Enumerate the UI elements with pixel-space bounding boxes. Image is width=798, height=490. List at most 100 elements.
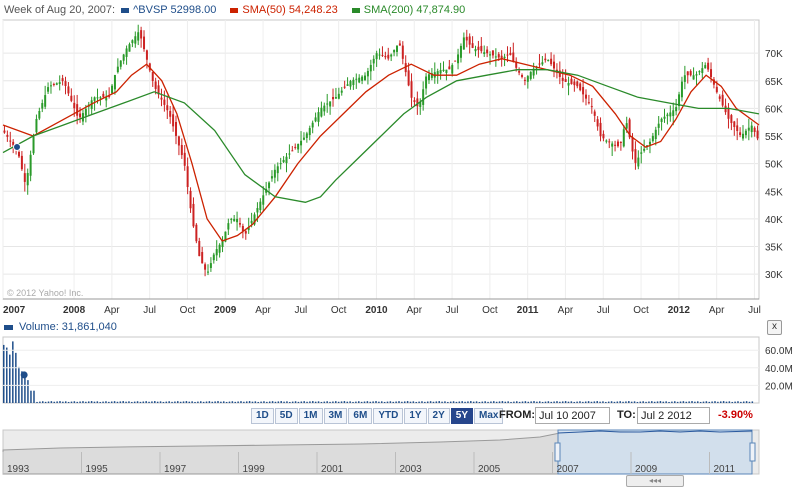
candle-body [177, 136, 180, 146]
volume-bar [317, 401, 320, 403]
candle-body [221, 240, 224, 248]
x-tick-label: Apr [406, 305, 422, 316]
candle-body [564, 79, 567, 82]
volume-bar [194, 401, 196, 403]
volume-bar [59, 401, 61, 403]
close-volume-button[interactable]: x [767, 320, 782, 335]
range-button-max[interactable]: Max [474, 408, 504, 424]
volume-bar [734, 401, 736, 403]
candle-body [111, 85, 114, 94]
candle-body [541, 62, 544, 65]
volume-bar [556, 401, 558, 403]
range-button-ytd[interactable]: YTD [373, 408, 404, 424]
candle-body [285, 156, 288, 164]
candle-body [680, 81, 683, 98]
candle-body [550, 58, 553, 65]
range-button-2y[interactable]: 2Y [427, 408, 450, 424]
volume-bar [613, 401, 616, 403]
from-date-input[interactable] [535, 407, 610, 424]
candle-body [230, 218, 233, 220]
volume-bar [653, 401, 656, 403]
candle-body [736, 125, 739, 131]
candle-body [79, 113, 82, 118]
candle-body [250, 220, 253, 224]
volume-bar [596, 401, 598, 403]
volume-bar [102, 401, 104, 403]
volume-bar [349, 401, 351, 403]
candle-body [387, 54, 390, 59]
volume-bar [159, 401, 162, 403]
range-button-1d[interactable]: 1D [251, 408, 274, 424]
candle-body [439, 70, 442, 74]
navigator-year-label: 2007 [557, 464, 580, 475]
volume-bar [36, 401, 38, 403]
candle-body [291, 150, 294, 152]
volume-bar [702, 401, 705, 403]
candle-body [526, 76, 529, 82]
navigator-scrollbar[interactable]: ◂◂◂ [626, 475, 684, 487]
range-button-5d[interactable]: 5D [274, 408, 298, 424]
candle-body [61, 78, 64, 82]
candle-body [663, 116, 666, 119]
volume-bar [168, 401, 170, 403]
candle-body [151, 72, 154, 81]
range-button-5y[interactable]: 5Y [450, 408, 474, 424]
candle-body [637, 157, 640, 167]
volume-bar [742, 401, 745, 403]
candle-body [631, 137, 634, 152]
volume-tick-label: 20.0M [765, 381, 793, 392]
legend-sma200-text: SMA(200) 47,874.90 [363, 4, 466, 16]
range-button-1m[interactable]: 1M [298, 408, 323, 424]
volume-bar [432, 401, 435, 403]
candle-body [369, 64, 372, 72]
volume-bar [234, 401, 236, 403]
volume-bar [567, 401, 570, 403]
candle-body [198, 240, 201, 257]
volume-bar [478, 401, 481, 403]
range-button-6m[interactable]: 6M [348, 408, 373, 424]
range-button-3m[interactable]: 3M [323, 408, 348, 424]
volume-bar [737, 401, 739, 403]
candle-body [750, 125, 753, 133]
candle-body [209, 263, 212, 268]
volume-bar [464, 401, 466, 403]
volume-bar [9, 354, 11, 403]
navigator-selection[interactable] [557, 429, 753, 475]
volume-bar [467, 401, 469, 403]
volume-bar [498, 401, 501, 403]
candle-body [756, 130, 759, 139]
volume-bar [369, 401, 372, 403]
range-button-1y[interactable]: 1Y [404, 408, 427, 424]
volume-bar [237, 401, 239, 403]
volume-bar [530, 401, 532, 403]
volume-bar [148, 401, 150, 403]
navigator-year-ticks: 1993 1995 1997 1999 2001 2003 2005 2007 2009 2011 [2, 452, 735, 475]
volume-bar [73, 401, 76, 403]
volume-bar [355, 401, 357, 403]
candle-body [683, 75, 686, 82]
candle-body [407, 70, 410, 86]
candle-body [105, 97, 108, 101]
percent-change: -3.90% [718, 409, 753, 421]
candle-body [96, 97, 99, 99]
volume-bar [539, 401, 541, 403]
to-date-input[interactable] [637, 407, 710, 424]
volume-bar [125, 401, 127, 403]
price-marker-dot[interactable] [13, 143, 21, 151]
navigator-handle-left[interactable] [554, 442, 561, 462]
volume-bar [340, 401, 343, 403]
candle-body [49, 85, 52, 87]
x-tick-label: Apr [104, 305, 120, 316]
volume-plot-background [2, 336, 760, 404]
candle-body [268, 182, 271, 189]
volume-bar [401, 401, 403, 403]
volume-bar [719, 401, 722, 403]
volume-marker-dot[interactable] [20, 371, 28, 379]
volume-bar [240, 401, 242, 403]
candle-body [189, 190, 192, 209]
volume-bar [418, 401, 420, 403]
navigator-handle-right[interactable] [749, 442, 756, 462]
candle-body [523, 79, 526, 81]
volume-bar [493, 401, 495, 403]
